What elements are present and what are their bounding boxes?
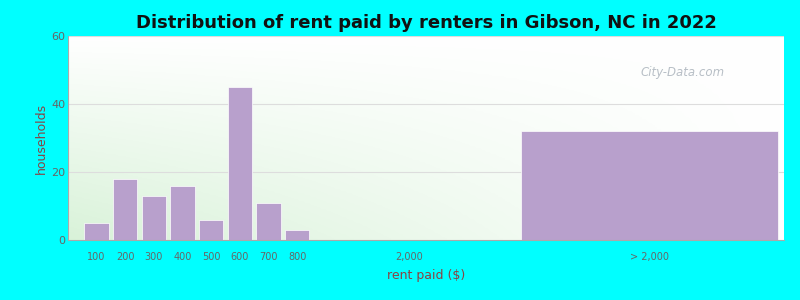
Bar — [521, 131, 778, 240]
Bar — [228, 87, 252, 240]
Title: Distribution of rent paid by renters in Gibson, NC in 2022: Distribution of rent paid by renters in … — [135, 14, 717, 32]
Text: > 2,000: > 2,000 — [630, 252, 669, 262]
Bar — [142, 196, 166, 240]
Text: 500: 500 — [202, 252, 221, 262]
Text: City-Data.com: City-Data.com — [641, 66, 725, 79]
Bar — [199, 220, 223, 240]
Bar — [256, 202, 281, 240]
Bar — [285, 230, 310, 240]
Y-axis label: households: households — [35, 102, 48, 174]
Text: 700: 700 — [259, 252, 278, 262]
Text: 800: 800 — [288, 252, 306, 262]
Text: 100: 100 — [87, 252, 106, 262]
Text: rent paid ($): rent paid ($) — [387, 269, 465, 282]
Text: 300: 300 — [145, 252, 163, 262]
Bar — [85, 223, 109, 240]
Bar — [113, 179, 138, 240]
Text: 200: 200 — [116, 252, 134, 262]
Bar — [170, 186, 194, 240]
Text: 600: 600 — [230, 252, 249, 262]
Text: 2,000: 2,000 — [395, 252, 422, 262]
Text: 400: 400 — [174, 252, 192, 262]
